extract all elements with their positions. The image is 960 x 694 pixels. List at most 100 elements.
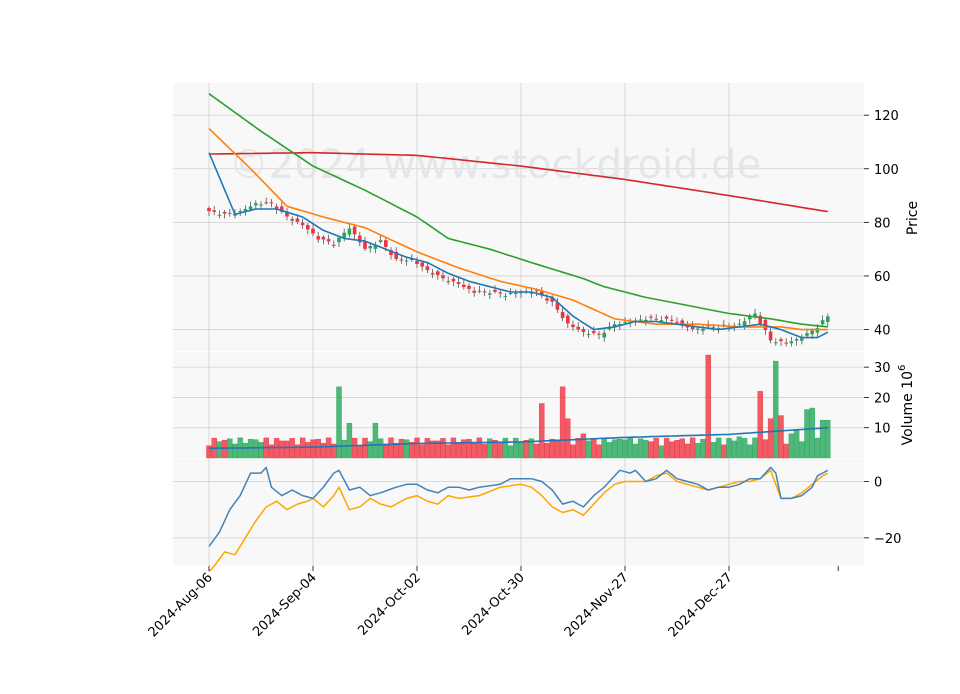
candle-body	[664, 316, 669, 319]
ma-short-line	[208, 152, 829, 339]
volume-bar	[804, 409, 810, 459]
volume-bar	[757, 391, 763, 459]
candle-body	[711, 326, 716, 328]
volume-bar	[736, 436, 743, 459]
candle-body	[654, 318, 658, 320]
volume-bar	[622, 439, 628, 459]
volume-bar	[497, 441, 503, 459]
candle-body	[363, 241, 367, 249]
candle-body	[784, 342, 788, 344]
volume-bar	[476, 437, 483, 459]
candle-body	[768, 331, 773, 341]
candle-body	[389, 250, 393, 255]
candle-body	[295, 218, 300, 222]
ma-mid-line	[208, 128, 828, 331]
volume-axis-label: Volume 106	[897, 365, 916, 446]
macd-y-tick-label: −20	[874, 532, 901, 547]
candle-body	[462, 284, 466, 288]
volume-bar	[559, 386, 566, 459]
volume-bar	[648, 441, 654, 459]
volume-bar	[320, 442, 327, 459]
volume-bar	[445, 444, 451, 459]
candle-body	[217, 214, 222, 216]
volume-bar	[747, 444, 753, 459]
volume-y-tick-label: 30	[874, 361, 891, 376]
candle-body	[410, 258, 414, 260]
volume-bar	[788, 433, 795, 459]
candle-body	[555, 302, 560, 310]
grid-lines	[173, 83, 864, 566]
candle-body	[670, 319, 674, 321]
volume-bar	[825, 419, 831, 459]
candle-body	[259, 204, 263, 206]
volume-bar	[294, 444, 301, 459]
candle-body	[597, 333, 601, 335]
price-panel-background	[173, 83, 864, 351]
candle-body	[550, 296, 554, 302]
candle-body	[706, 325, 710, 327]
volume-bar	[513, 437, 519, 459]
candle-body	[820, 320, 825, 325]
candle-body	[529, 292, 534, 294]
x-tick-label: 2024-Dec-27	[666, 570, 736, 640]
volume-bar	[762, 439, 769, 459]
candle-body	[378, 240, 383, 243]
volume-bar	[435, 440, 441, 459]
candle-body	[498, 292, 502, 294]
candle-body	[638, 319, 643, 321]
candle-body	[742, 321, 747, 326]
volume-bar	[398, 438, 405, 459]
candle-body	[659, 320, 664, 322]
candle-body	[586, 334, 591, 336]
volume-bar	[793, 430, 800, 459]
candle-body	[321, 236, 326, 240]
candle-body	[794, 339, 799, 341]
volume-bar	[284, 440, 290, 459]
price-y-tick-label: 120	[874, 109, 899, 124]
volume-bar	[357, 445, 363, 459]
candle-body	[436, 271, 440, 275]
candle-body	[602, 332, 606, 338]
volume-bar	[232, 443, 238, 459]
candle-body	[280, 206, 284, 212]
candle-body	[269, 202, 274, 204]
candle-body	[753, 313, 757, 318]
volume-bar	[554, 439, 561, 459]
candle-body	[560, 311, 565, 319]
volume-bar	[377, 438, 384, 459]
volume-bar	[643, 440, 649, 459]
candle-body	[748, 316, 752, 320]
volume-bar	[596, 444, 602, 459]
candle-body	[264, 202, 268, 204]
candle-body	[482, 291, 487, 293]
volume-bar	[601, 437, 607, 459]
candle-body	[254, 203, 258, 206]
volume-bar	[403, 439, 410, 459]
candle-body	[326, 239, 331, 242]
volume-bar	[663, 437, 670, 459]
volume-bar	[674, 440, 680, 459]
candle-body	[446, 281, 450, 283]
volume-panel-background	[173, 352, 864, 458]
volume-bar	[695, 443, 701, 459]
candle-body	[285, 211, 289, 217]
volume-bar	[637, 438, 644, 459]
volume-bar	[773, 360, 779, 459]
candle-body	[451, 278, 456, 282]
candle-body	[826, 316, 830, 322]
candle-body	[534, 290, 539, 292]
ma-long-line	[208, 93, 828, 328]
candle-body	[347, 228, 352, 235]
volume-bar	[632, 443, 639, 459]
volume-bar	[809, 407, 815, 459]
volume-bar	[466, 438, 472, 459]
volume-bar	[570, 444, 576, 459]
indicator-lines	[208, 93, 829, 573]
candle-body	[649, 316, 653, 318]
candle-body	[566, 315, 570, 324]
volume-bar	[518, 441, 524, 459]
volume-bar	[731, 440, 737, 459]
candle-body	[394, 251, 398, 260]
